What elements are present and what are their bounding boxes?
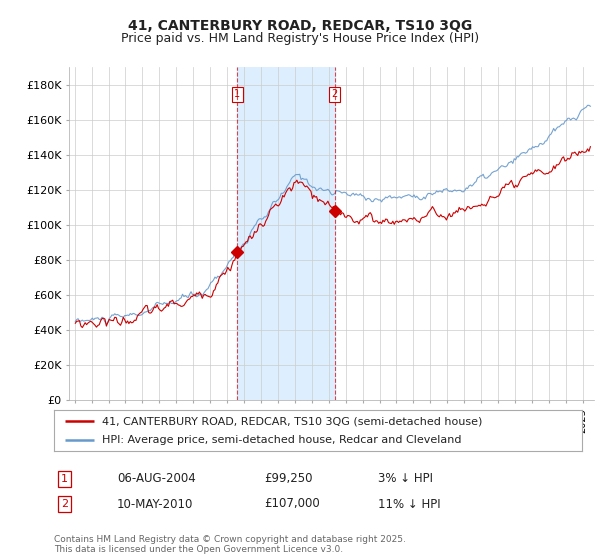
Text: 41, CANTERBURY ROAD, REDCAR, TS10 3QG (semi-detached house): 41, CANTERBURY ROAD, REDCAR, TS10 3QG (s… [101,417,482,426]
Text: 1: 1 [234,90,240,100]
Text: 41, CANTERBURY ROAD, REDCAR, TS10 3QG: 41, CANTERBURY ROAD, REDCAR, TS10 3QG [128,19,472,33]
Text: HPI: Average price, semi-detached house, Redcar and Cleveland: HPI: Average price, semi-detached house,… [101,435,461,445]
Text: Price paid vs. HM Land Registry's House Price Index (HPI): Price paid vs. HM Land Registry's House … [121,32,479,45]
Bar [237,67,335,400]
Text: £99,250: £99,250 [264,472,313,486]
Text: £107,000: £107,000 [264,497,320,511]
Text: 2: 2 [61,499,68,509]
Text: 10-MAY-2010: 10-MAY-2010 [117,497,193,511]
Text: Contains HM Land Registry data © Crown copyright and database right 2025.
This d: Contains HM Land Registry data © Crown c… [54,535,406,554]
Text: 2: 2 [332,90,338,100]
Text: 06-AUG-2004: 06-AUG-2004 [117,472,196,486]
Text: 3% ↓ HPI: 3% ↓ HPI [378,472,433,486]
Text: 1: 1 [61,474,68,484]
Text: 11% ↓ HPI: 11% ↓ HPI [378,497,440,511]
